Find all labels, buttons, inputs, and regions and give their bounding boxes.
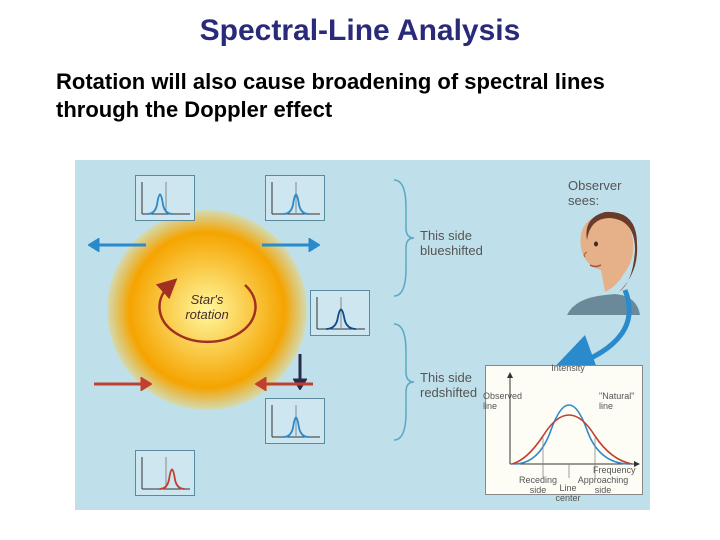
spectrum-box-top-left (135, 175, 195, 221)
plot-label: Observed line (483, 391, 531, 411)
page-title: Spectral-Line Analysis (0, 14, 720, 48)
blueshift-label-text: This side blueshifted (420, 228, 483, 258)
spectrum-box-bot-left (135, 450, 195, 496)
plot-label: Approaching side (574, 475, 632, 495)
shift-arrow-icon-3 (255, 377, 315, 391)
plot-label: "Natural" line (599, 391, 645, 411)
bracket-bottom-icon (392, 322, 414, 442)
shift-arrow-icon-1 (260, 238, 320, 252)
spectrum-box-mid (310, 290, 370, 336)
page-subtitle: Rotation will also cause broadening of s… (56, 68, 660, 123)
shift-arrow-icon-0 (88, 238, 148, 252)
spectrum-box-bot-mid (265, 398, 325, 444)
shift-arrow-icon-4 (92, 377, 152, 391)
observer-arrow-icon (530, 285, 650, 375)
plot-label: Frequency (593, 465, 649, 475)
blueshift-label: This side blueshifted (420, 228, 500, 258)
bracket-top-icon (392, 178, 414, 298)
star-rotation-label: Star's rotation (172, 292, 242, 322)
redshift-label-text: This side redshifted (420, 370, 477, 400)
star-rotation-label-text: Star's rotation (185, 292, 228, 322)
subtitle-text: Rotation will also cause broadening of s… (56, 69, 605, 122)
title-text: Spectral-Line Analysis (200, 14, 521, 47)
plot-label: Intensity (544, 363, 592, 373)
spectrum-box-top-mid (265, 175, 325, 221)
